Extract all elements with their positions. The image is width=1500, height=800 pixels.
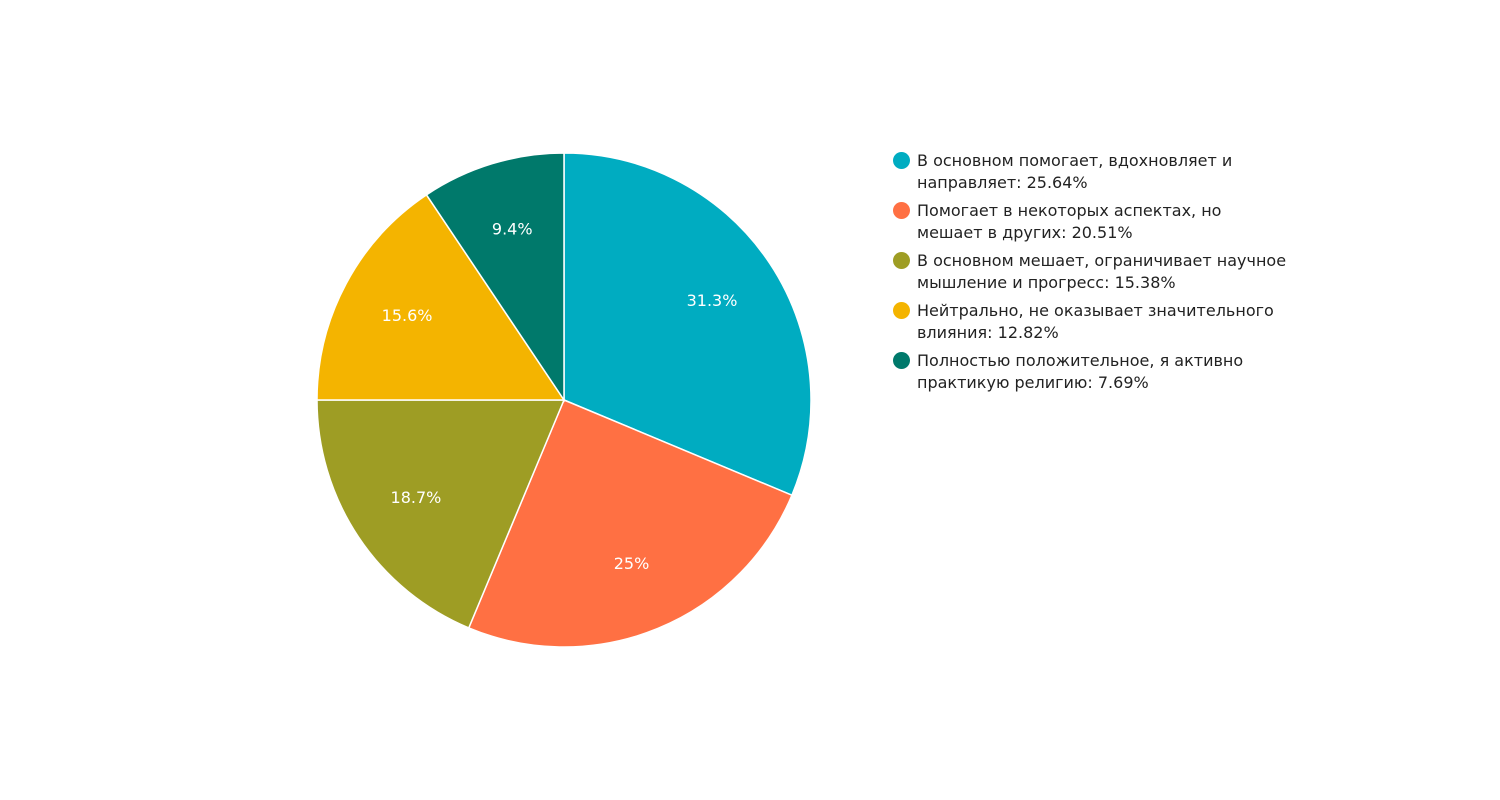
legend-label: В основном помогает, вдохновляет и напра… (917, 151, 1233, 192)
legend-label: Помогает в некоторых аспектах, но мешает… (917, 201, 1222, 242)
slice-percent-label: 9.4% (492, 219, 533, 238)
pie-slice[interactable] (425, 152, 565, 403)
legend: В основном помогает, вдохновляет и напра… (893, 150, 1313, 400)
legend-item[interactable]: Нейтрально, не оказывает значительного в… (893, 300, 1313, 344)
legend-swatch (893, 202, 910, 219)
legend-swatch (893, 302, 910, 319)
pie-slice[interactable] (316, 193, 566, 401)
slice-percent-label: 25% (614, 554, 650, 573)
slice-percent-label: 15.6% (382, 306, 433, 325)
legend-swatch (893, 152, 910, 169)
legend-swatch (893, 252, 910, 269)
legend-label: Полностью положительное, я активно практ… (917, 351, 1244, 392)
legend-item[interactable]: Помогает в некоторых аспектах, но мешает… (893, 200, 1313, 244)
slice-percent-label: 31.3% (687, 291, 738, 310)
legend-swatch (893, 352, 910, 369)
pie-slice[interactable] (467, 399, 793, 648)
legend-item[interactable]: В основном помогает, вдохновляет и напра… (893, 150, 1313, 194)
legend-label: В основном мешает, ограничивает научное … (917, 251, 1287, 292)
legend-item[interactable]: В основном мешает, ограничивает научное … (893, 250, 1313, 294)
legend-label: Нейтрально, не оказывает значительного в… (917, 301, 1274, 342)
pie-slice[interactable] (316, 399, 566, 629)
legend-item[interactable]: Полностью положительное, я активно практ… (893, 350, 1313, 394)
slice-percent-label: 18.7% (391, 488, 442, 507)
pie-slice[interactable] (563, 152, 812, 497)
